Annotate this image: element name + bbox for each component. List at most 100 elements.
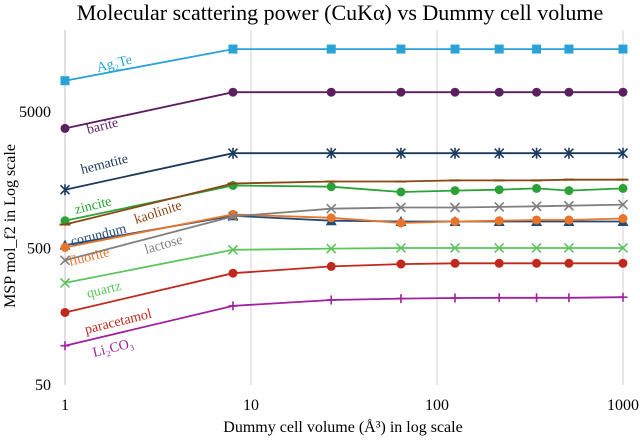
data-point <box>59 277 71 288</box>
data-point <box>326 203 337 214</box>
data-point <box>326 87 336 97</box>
data-point <box>326 243 337 254</box>
data-point <box>532 87 542 97</box>
data-point <box>564 215 574 225</box>
data-point <box>563 147 574 159</box>
series-lactose <box>59 199 629 266</box>
data-point <box>494 147 505 159</box>
data-point <box>60 242 70 252</box>
data-point <box>396 87 406 97</box>
data-point <box>617 147 629 159</box>
data-point <box>494 185 504 195</box>
data-point <box>60 216 70 226</box>
data-point <box>564 44 574 54</box>
data-point <box>228 180 238 190</box>
data-point <box>532 183 542 193</box>
series-label: lactose <box>143 233 185 258</box>
data-point <box>494 87 504 97</box>
data-point <box>618 44 628 54</box>
data-point <box>450 293 460 303</box>
series-kaolinite <box>59 178 629 226</box>
series-label: kaolinite <box>133 198 184 227</box>
data-point <box>395 202 407 213</box>
series-barite <box>60 87 628 133</box>
data-point <box>60 76 70 86</box>
series-label: barite <box>85 116 120 138</box>
data-point <box>450 216 460 226</box>
series-line <box>64 152 623 191</box>
data-point <box>395 147 407 159</box>
data-point <box>326 147 337 159</box>
y-tick-label: 50 <box>35 377 51 394</box>
data-point <box>326 213 336 223</box>
data-point <box>227 244 239 255</box>
data-point <box>531 201 542 212</box>
data-point <box>59 184 71 196</box>
data-point <box>450 186 460 196</box>
series-line <box>64 262 623 314</box>
data-point <box>450 258 460 268</box>
data-point <box>494 293 504 303</box>
data-point <box>563 242 574 254</box>
axis-layer: 1 10 100 1000 50 500 5000 <box>19 30 639 414</box>
x-tick-label: 100 <box>425 397 449 414</box>
chart-title: Molecular scattering power (CuKα) vs Dum… <box>77 0 604 25</box>
data-point <box>618 87 628 97</box>
series-quartz <box>59 242 629 288</box>
data-point <box>494 258 504 268</box>
data-point <box>532 258 542 268</box>
data-point <box>494 216 504 226</box>
data-point <box>60 123 70 133</box>
data-point <box>494 242 505 254</box>
series-line <box>64 91 623 130</box>
x-tick-label: 1000 <box>607 397 639 414</box>
data-point <box>227 211 239 222</box>
data-point <box>60 307 70 317</box>
data-point <box>449 202 461 213</box>
data-point <box>227 147 239 159</box>
data-point <box>395 242 407 254</box>
data-point <box>396 218 406 228</box>
data-point <box>60 341 70 351</box>
data-point <box>564 258 574 268</box>
data-point <box>326 295 336 305</box>
data-point <box>531 242 542 254</box>
series-agte <box>60 44 628 86</box>
data-point <box>532 44 542 54</box>
data-point <box>618 292 628 302</box>
data-point <box>326 44 336 54</box>
data-point <box>564 293 574 303</box>
data-point <box>228 44 238 54</box>
series-layer <box>59 44 629 351</box>
data-point <box>449 147 461 159</box>
series-paracetamol <box>60 258 628 317</box>
series-label: Li₂CO₃ <box>91 336 135 361</box>
data-point <box>396 294 406 304</box>
series-fluorite <box>60 209 628 252</box>
x-tick-label: 1 <box>61 397 69 414</box>
data-point <box>532 293 542 303</box>
series-hematite <box>59 147 629 196</box>
data-point <box>396 187 406 197</box>
data-point <box>618 183 628 193</box>
data-point <box>326 261 336 271</box>
data-point <box>494 44 504 54</box>
series-line <box>64 48 623 82</box>
data-point <box>531 147 542 159</box>
data-point <box>617 199 629 210</box>
data-point <box>396 44 406 54</box>
data-point <box>396 259 406 269</box>
y-tick-label: 500 <box>27 241 51 258</box>
series-lico <box>60 292 628 351</box>
data-point <box>494 201 505 212</box>
series-label: hematite <box>79 152 129 178</box>
x-tick-label: 10 <box>243 397 259 414</box>
data-point <box>449 242 461 254</box>
series-label: quartz <box>85 279 123 302</box>
data-point <box>618 258 628 268</box>
data-point <box>450 87 460 97</box>
data-point <box>326 182 336 192</box>
